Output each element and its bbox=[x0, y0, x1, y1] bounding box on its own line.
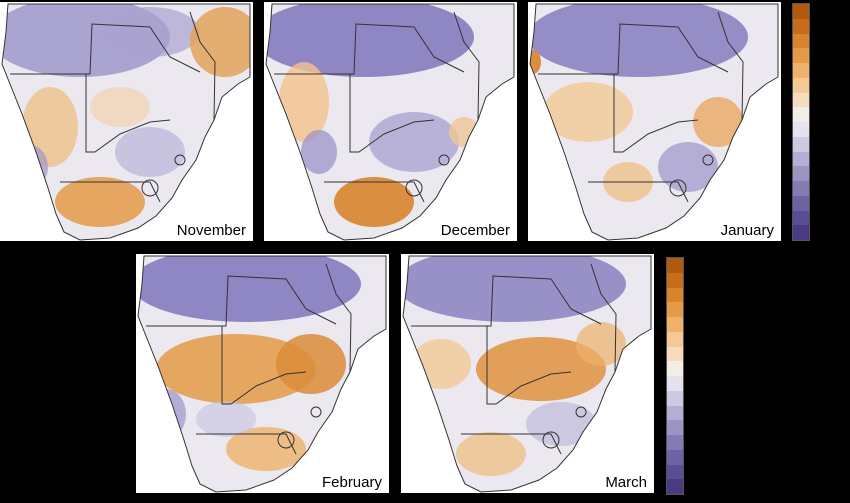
colorbar-step bbox=[667, 302, 683, 317]
colorbar-step bbox=[667, 258, 683, 273]
colorbar-step bbox=[667, 317, 683, 332]
anomaly-map bbox=[137, 255, 387, 493]
colorbar-step bbox=[667, 479, 683, 494]
colorbar-bottom bbox=[666, 257, 684, 495]
anomaly-map bbox=[265, 3, 515, 241]
colorbar-step bbox=[667, 449, 683, 465]
colorbar-step bbox=[667, 331, 683, 347]
colorbar-step bbox=[793, 210, 809, 226]
colorbar-step bbox=[667, 464, 683, 480]
map-panel-march: March bbox=[401, 254, 654, 493]
colorbar-step bbox=[793, 48, 809, 63]
colorbar-step bbox=[793, 33, 809, 49]
colorbar-step bbox=[793, 166, 809, 181]
month-label: January bbox=[717, 222, 777, 239]
colorbar-top bbox=[792, 3, 810, 241]
colorbar-step bbox=[793, 181, 809, 196]
map-panel-february: February bbox=[136, 254, 389, 493]
colorbar-step bbox=[667, 287, 683, 303]
colorbar-step bbox=[667, 435, 683, 450]
colorbar-step bbox=[793, 122, 809, 137]
colorbar-step bbox=[793, 151, 809, 167]
colorbar-step bbox=[667, 405, 683, 421]
colorbar-step bbox=[667, 376, 683, 391]
colorbar-step bbox=[793, 136, 809, 152]
map-panel-november: November bbox=[0, 2, 253, 241]
month-label: February bbox=[318, 474, 385, 491]
colorbar-step bbox=[667, 390, 683, 406]
colorbar-step bbox=[793, 63, 809, 78]
colorbar-step bbox=[667, 361, 683, 376]
map-panel-january: January bbox=[528, 2, 781, 241]
anomaly-map bbox=[402, 255, 652, 493]
colorbar-step bbox=[793, 92, 809, 108]
month-label: November bbox=[173, 222, 249, 239]
colorbar-step bbox=[793, 225, 809, 240]
colorbar-step bbox=[793, 195, 809, 211]
month-label: December bbox=[437, 222, 513, 239]
colorbar-step bbox=[793, 107, 809, 122]
anomaly-map bbox=[529, 3, 779, 241]
colorbar-step bbox=[793, 18, 809, 34]
colorbar-step bbox=[793, 4, 809, 19]
colorbar-step bbox=[793, 77, 809, 93]
colorbar-step bbox=[667, 420, 683, 435]
anomaly-map bbox=[1, 3, 251, 241]
colorbar-step bbox=[667, 272, 683, 288]
month-label: March bbox=[602, 474, 650, 491]
map-panel-december: December bbox=[264, 2, 517, 241]
colorbar-step bbox=[667, 346, 683, 362]
